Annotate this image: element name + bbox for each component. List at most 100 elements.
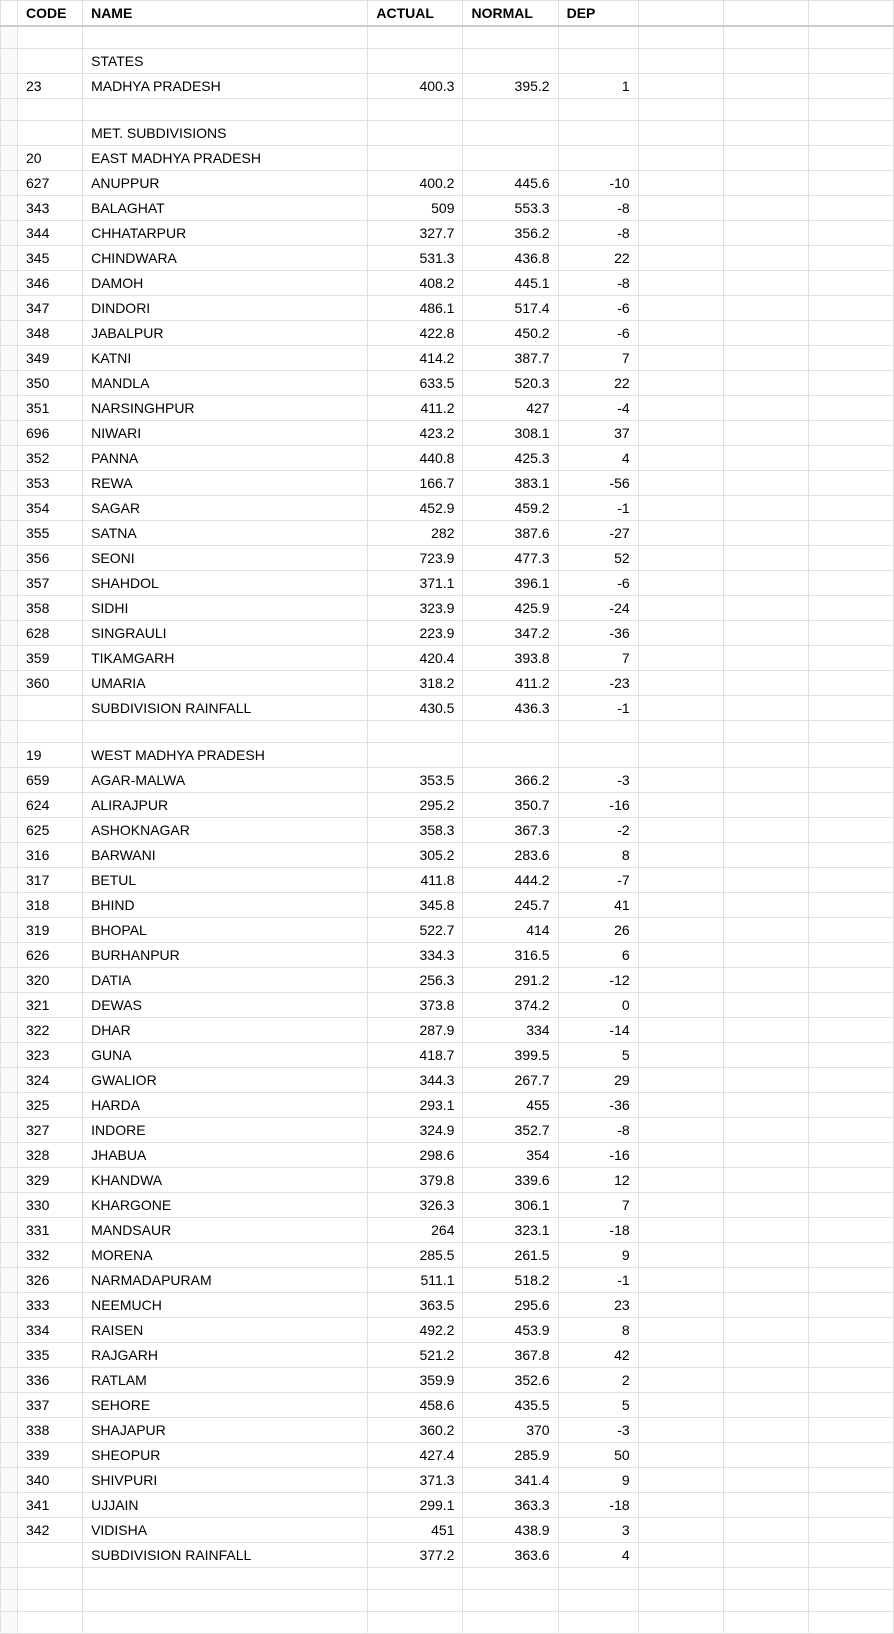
- cell-extra[interactable]: [638, 120, 723, 145]
- cell-name[interactable]: NARMADAPURAM: [83, 1267, 368, 1292]
- cell-extra[interactable]: [723, 720, 808, 742]
- cell-code[interactable]: 330: [18, 1192, 83, 1217]
- cell-normal[interactable]: 399.5: [463, 1042, 558, 1067]
- table-row[interactable]: 340SHIVPURI371.3341.49: [1, 1467, 894, 1492]
- cell-normal[interactable]: [463, 1611, 558, 1633]
- cell-actual[interactable]: 371.1: [368, 570, 463, 595]
- cell-actual[interactable]: 411.8: [368, 867, 463, 892]
- cell-actual[interactable]: 427.4: [368, 1442, 463, 1467]
- cell-dep[interactable]: -1: [558, 1267, 638, 1292]
- cell-normal[interactable]: 352.6: [463, 1367, 558, 1392]
- cell-code[interactable]: 319: [18, 917, 83, 942]
- header-extra-2[interactable]: [723, 1, 808, 27]
- cell-dep[interactable]: [558, 120, 638, 145]
- cell-code[interactable]: 331: [18, 1217, 83, 1242]
- cell-extra[interactable]: [638, 26, 723, 48]
- cell-extra[interactable]: [808, 817, 893, 842]
- cell-extra[interactable]: [723, 1589, 808, 1611]
- table-row[interactable]: 323GUNA418.7399.55: [1, 1042, 894, 1067]
- cell-extra[interactable]: [723, 1167, 808, 1192]
- cell-name[interactable]: WEST MADHYA PRADESH: [83, 742, 368, 767]
- cell-name[interactable]: BHIND: [83, 892, 368, 917]
- cell-extra[interactable]: [808, 1367, 893, 1392]
- cell-name[interactable]: NEEMUCH: [83, 1292, 368, 1317]
- cell-dep[interactable]: 26: [558, 917, 638, 942]
- cell-dep[interactable]: -6: [558, 570, 638, 595]
- cell-code[interactable]: 19: [18, 742, 83, 767]
- cell-normal[interactable]: 354: [463, 1142, 558, 1167]
- cell-extra[interactable]: [638, 1517, 723, 1542]
- cell-extra[interactable]: [723, 917, 808, 942]
- cell-extra[interactable]: [638, 370, 723, 395]
- cell-actual[interactable]: 285.5: [368, 1242, 463, 1267]
- cell-actual[interactable]: 223.9: [368, 620, 463, 645]
- cell-extra[interactable]: [808, 48, 893, 73]
- cell-extra[interactable]: [723, 1217, 808, 1242]
- cell-code[interactable]: [18, 695, 83, 720]
- cell-code[interactable]: 325: [18, 1092, 83, 1117]
- cell-code[interactable]: 348: [18, 320, 83, 345]
- cell-code[interactable]: 324: [18, 1067, 83, 1092]
- cell-extra[interactable]: [723, 470, 808, 495]
- cell-name[interactable]: [83, 98, 368, 120]
- cell-actual[interactable]: 353.5: [368, 767, 463, 792]
- cell-normal[interactable]: 306.1: [463, 1192, 558, 1217]
- cell-code[interactable]: [18, 98, 83, 120]
- cell-code[interactable]: 355: [18, 520, 83, 545]
- cell-extra[interactable]: [723, 1492, 808, 1517]
- cell-normal[interactable]: 445.1: [463, 270, 558, 295]
- cell-normal[interactable]: 444.2: [463, 867, 558, 892]
- table-row[interactable]: [1, 1611, 894, 1633]
- cell-dep[interactable]: -1: [558, 695, 638, 720]
- cell-normal[interactable]: 414: [463, 917, 558, 942]
- cell-extra[interactable]: [808, 570, 893, 595]
- table-row[interactable]: 329KHANDWA379.8339.612: [1, 1167, 894, 1192]
- cell-extra[interactable]: [808, 917, 893, 942]
- cell-name[interactable]: DHAR: [83, 1017, 368, 1042]
- table-row[interactable]: 353REWA166.7383.1-56: [1, 470, 894, 495]
- cell-extra[interactable]: [638, 245, 723, 270]
- cell-extra[interactable]: [808, 1292, 893, 1317]
- cell-name[interactable]: RAISEN: [83, 1317, 368, 1342]
- header-name[interactable]: NAME: [83, 1, 368, 27]
- cell-name[interactable]: VIDISHA: [83, 1517, 368, 1542]
- cell-normal[interactable]: 396.1: [463, 570, 558, 595]
- cell-dep[interactable]: 7: [558, 1192, 638, 1217]
- cell-normal[interactable]: [463, 26, 558, 48]
- cell-code[interactable]: 337: [18, 1392, 83, 1417]
- cell-actual[interactable]: [368, 26, 463, 48]
- cell-normal[interactable]: 374.2: [463, 992, 558, 1017]
- cell-extra[interactable]: [723, 245, 808, 270]
- cell-actual[interactable]: 379.8: [368, 1167, 463, 1192]
- cell-code[interactable]: 316: [18, 842, 83, 867]
- table-row[interactable]: 359TIKAMGARH420.4393.87: [1, 645, 894, 670]
- cell-extra[interactable]: [723, 670, 808, 695]
- cell-dep[interactable]: [558, 1611, 638, 1633]
- cell-extra[interactable]: [723, 445, 808, 470]
- cell-code[interactable]: 336: [18, 1367, 83, 1392]
- table-row[interactable]: 349KATNI414.2387.77: [1, 345, 894, 370]
- table-row[interactable]: 360UMARIA318.2411.2-23: [1, 670, 894, 695]
- cell-normal[interactable]: 316.5: [463, 942, 558, 967]
- table-row[interactable]: 626BURHANPUR334.3316.56: [1, 942, 894, 967]
- cell-dep[interactable]: 7: [558, 645, 638, 670]
- table-row[interactable]: 338SHAJAPUR360.2370-3: [1, 1417, 894, 1442]
- table-row[interactable]: 316BARWANI305.2283.68: [1, 842, 894, 867]
- cell-actual[interactable]: 492.2: [368, 1317, 463, 1342]
- cell-actual[interactable]: [368, 720, 463, 742]
- cell-extra[interactable]: [638, 620, 723, 645]
- cell-name[interactable]: ANUPPUR: [83, 170, 368, 195]
- cell-extra[interactable]: [723, 495, 808, 520]
- cell-extra[interactable]: [638, 992, 723, 1017]
- cell-dep[interactable]: -3: [558, 1417, 638, 1442]
- cell-extra[interactable]: [808, 545, 893, 570]
- table-row[interactable]: 357SHAHDOL371.1396.1-6: [1, 570, 894, 595]
- cell-dep[interactable]: 0: [558, 992, 638, 1017]
- cell-code[interactable]: 627: [18, 170, 83, 195]
- cell-extra[interactable]: [638, 1417, 723, 1442]
- cell-extra[interactable]: [638, 220, 723, 245]
- table-row[interactable]: [1, 1589, 894, 1611]
- cell-actual[interactable]: 326.3: [368, 1192, 463, 1217]
- cell-actual[interactable]: 377.2: [368, 1542, 463, 1567]
- cell-actual[interactable]: 418.7: [368, 1042, 463, 1067]
